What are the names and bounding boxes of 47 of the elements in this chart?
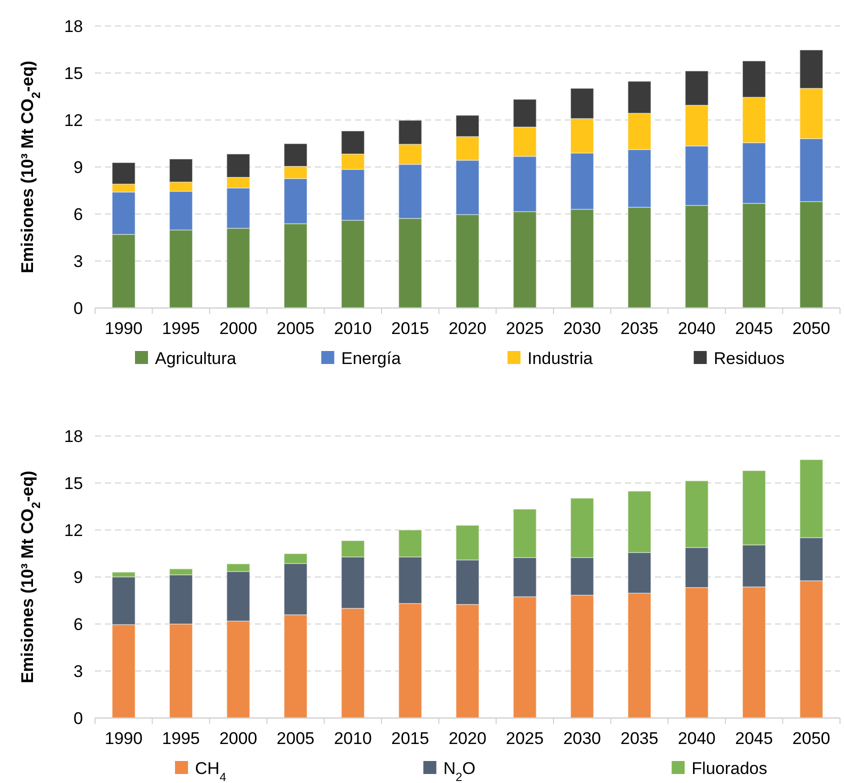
y-tick-label: 12 <box>64 520 83 540</box>
x-tick-label: 2020 <box>448 319 486 338</box>
x-tick-label: 2000 <box>219 319 258 338</box>
x-tick-label: 2040 <box>678 319 716 338</box>
x-tick-label: 2050 <box>792 729 830 748</box>
x-tick-label: 1990 <box>104 729 143 748</box>
y-tick-label: 3 <box>74 662 83 681</box>
x-tick-label: 2015 <box>391 729 430 748</box>
y-tick-label: 15 <box>64 64 83 83</box>
x-tick-label: 1990 <box>104 319 143 338</box>
x-tick-label: 2005 <box>276 729 314 748</box>
x-tick-label: 2040 <box>678 729 716 748</box>
x-tick-label: 2045 <box>735 319 773 338</box>
x-tick-label: 2005 <box>276 319 314 338</box>
x-tick-label: 2010 <box>334 729 372 748</box>
x-tick-label: 2045 <box>735 729 773 748</box>
y-tick-label: 0 <box>74 298 83 318</box>
y-tick-label: 0 <box>74 708 83 728</box>
x-tick-label: 2035 <box>620 319 658 338</box>
y-tick-label: 3 <box>74 252 83 271</box>
y-tick-label: 12 <box>64 110 83 130</box>
x-tick-label: 2025 <box>506 319 544 338</box>
legend-label: CH$_{4}$ <box>195 758 227 783</box>
x-tick-label: 2020 <box>448 729 486 748</box>
legend-label: Residuos <box>714 348 785 368</box>
x-tick-label: 2015 <box>391 319 430 338</box>
legend-label: Agricultura <box>155 348 237 368</box>
x-tick-label: 1995 <box>162 319 200 338</box>
x-tick-label: 2025 <box>506 729 544 748</box>
y-tick-label: 6 <box>74 204 83 224</box>
x-tick-label: 2035 <box>620 729 658 748</box>
y-tick-label: 18 <box>64 426 83 446</box>
x-tick-label: 2000 <box>219 729 258 748</box>
legend-label: Energía <box>341 348 402 368</box>
x-tick-label: 2030 <box>563 319 602 338</box>
legend-label: Industria <box>528 348 594 368</box>
legend-label: N$_{2}$O <box>443 758 476 783</box>
y-tick-label: 18 <box>64 16 83 36</box>
x-tick-label: 2030 <box>563 729 602 748</box>
x-tick-label: 1995 <box>162 729 200 748</box>
y-tick-label: 15 <box>64 474 83 493</box>
legend-label: Fluorados <box>692 758 768 778</box>
y-tick-label: 9 <box>74 158 83 177</box>
x-tick-label: 2010 <box>334 319 372 338</box>
y-tick-label: 6 <box>74 614 83 634</box>
y-tick-label: 9 <box>74 568 83 587</box>
x-tick-label: 2050 <box>792 319 830 338</box>
